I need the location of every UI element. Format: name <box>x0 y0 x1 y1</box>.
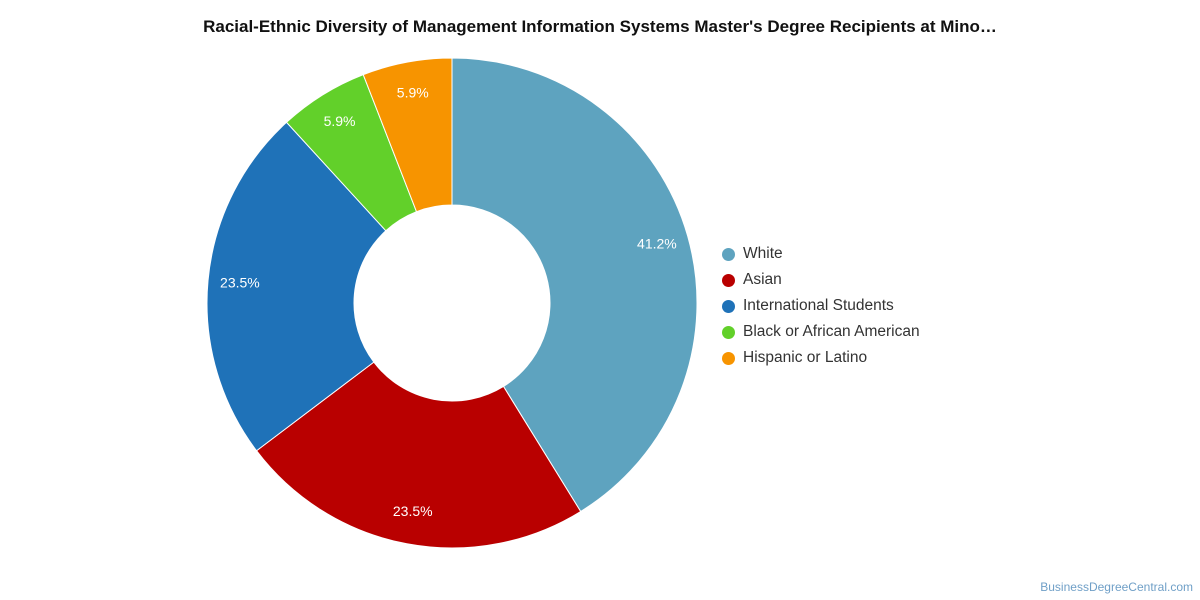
legend-label: White <box>743 245 783 262</box>
data-label-international-students: 23.5% <box>220 274 260 290</box>
data-label-white: 41.2% <box>637 236 677 252</box>
data-label-hispanic-or-latino: 5.9% <box>397 84 429 100</box>
data-label-black-or-african-american: 5.9% <box>324 113 356 129</box>
legend-item-hispanic-or-latino[interactable]: Hispanic or Latino <box>722 345 920 371</box>
legend-swatch-icon <box>722 299 735 313</box>
legend-label: Asian <box>743 271 782 288</box>
source-credit[interactable]: BusinessDegreeCentral.com <box>1040 580 1193 594</box>
legend-item-asian[interactable]: Asian <box>722 267 920 293</box>
slice-white[interactable] <box>451 57 698 513</box>
slice-hispanic-or-latino[interactable] <box>362 57 453 213</box>
data-label-asian: 23.5% <box>393 503 433 519</box>
legend-label: International Students <box>743 297 894 314</box>
slice-international-students[interactable] <box>206 121 387 452</box>
legend-item-black-or-african-american[interactable]: Black or African American <box>722 319 920 345</box>
chart-title: Racial-Ethnic Diversity of Management In… <box>203 17 997 36</box>
legend-label: Black or African American <box>743 323 920 340</box>
legend-label: Hispanic or Latino <box>743 349 868 366</box>
legend-item-white[interactable]: White <box>722 241 920 267</box>
legend-swatch-icon <box>722 351 735 365</box>
slice-asian[interactable] <box>255 361 582 549</box>
legend-swatch-icon <box>722 325 735 339</box>
legend-swatch-icon <box>722 273 735 287</box>
legend-item-international-students[interactable]: International Students <box>722 293 920 319</box>
legend-swatch-icon <box>722 247 735 261</box>
chart-legend: White Asian International Students Black or… <box>722 241 920 371</box>
